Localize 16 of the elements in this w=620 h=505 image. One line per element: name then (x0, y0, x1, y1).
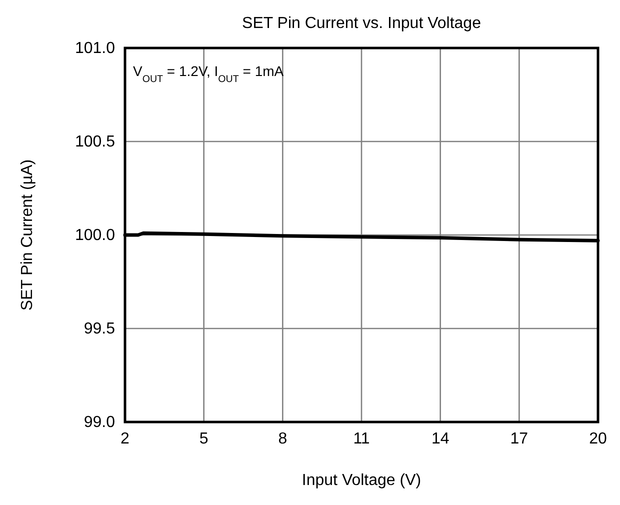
y-tick-label: 100.5 (74, 134, 116, 151)
y-tick-label: 100.0 (74, 227, 116, 244)
y-axis-title: SET Pin Current (µA) (19, 159, 36, 311)
x-tick-label: 8 (278, 430, 288, 448)
x-axis-title: Input Voltage (V) (302, 472, 422, 489)
x-tick-label: 2 (120, 430, 130, 448)
y-tick-label: 99.5 (84, 320, 116, 338)
x-tick-label: 17 (510, 430, 528, 448)
x-tick-label: 5 (199, 430, 208, 448)
y-tick-label: 101.0 (74, 40, 116, 58)
y-tick-label: 99.0 (84, 414, 116, 432)
chart-title: SET Pin Current vs. Input Voltage (242, 15, 482, 32)
x-tick-label: 20 (589, 430, 607, 448)
x-tick-label: 11 (353, 430, 370, 448)
annotation: V$_{OUT}$ = 1.2V, I$_{OUT}$ = 1mA (133, 63, 284, 84)
x-tick-label: 14 (431, 430, 450, 448)
